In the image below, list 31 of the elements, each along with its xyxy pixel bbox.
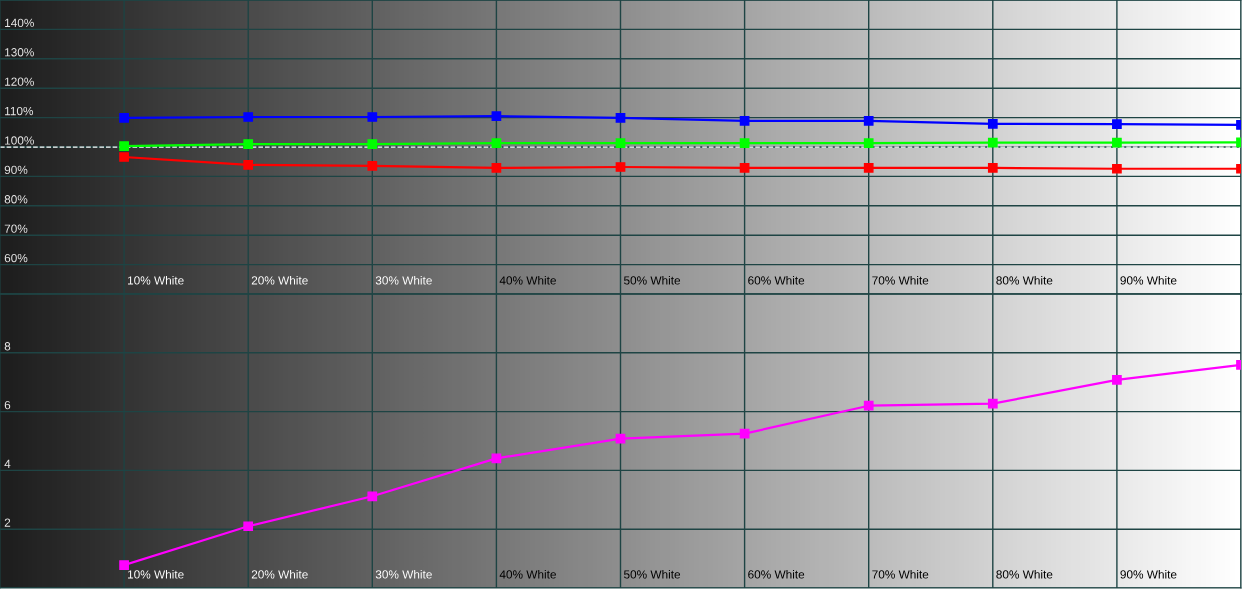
x-tick-label: 60% White	[748, 569, 805, 579]
y-tick-label: 4	[4, 459, 11, 468]
y-tick-label: 110%	[5, 106, 34, 116]
x-tick-label: 60% White	[748, 275, 805, 285]
x-tick-label: 90% White	[1120, 569, 1177, 579]
y-tick-label: 60%	[4, 253, 28, 263]
x-tick-label: 50% White	[623, 569, 681, 579]
y-tick-label: 130%	[5, 48, 34, 57]
x-tick-label: 40% White	[499, 275, 556, 285]
y-tick-label: 2	[4, 518, 11, 527]
x-tick-label: 90% White	[1120, 275, 1177, 285]
x-tick-label: 70% White	[872, 569, 929, 579]
x-tick-label: 10% White	[128, 569, 184, 579]
y-tick-label: 90%	[4, 165, 28, 175]
x-tick-label: 10% White	[128, 275, 184, 285]
y-tick-label: 70%	[4, 224, 28, 233]
x-tick-label: 40% White	[499, 569, 556, 579]
x-tick-label: 30% White	[375, 569, 432, 579]
x-tick-label: 20% White	[251, 275, 308, 285]
x-tick-label: 70% White	[872, 275, 929, 285]
y-tick-label: 6	[4, 400, 11, 410]
x-tick-label: 20% White	[251, 569, 308, 579]
x-tick-label: 80% White	[996, 275, 1053, 285]
x-tick-label: 30% White	[375, 275, 432, 285]
y-tick-label: 120%	[5, 77, 34, 86]
x-tick-label: 50% White	[623, 275, 681, 285]
y-tick-label: 8	[4, 342, 11, 351]
y-tick-label: 140%	[5, 18, 34, 28]
x-tick-label: 80% White	[996, 569, 1053, 579]
y-tick-label: 100%	[5, 136, 34, 145]
y-tick-label: 80%	[4, 195, 28, 204]
